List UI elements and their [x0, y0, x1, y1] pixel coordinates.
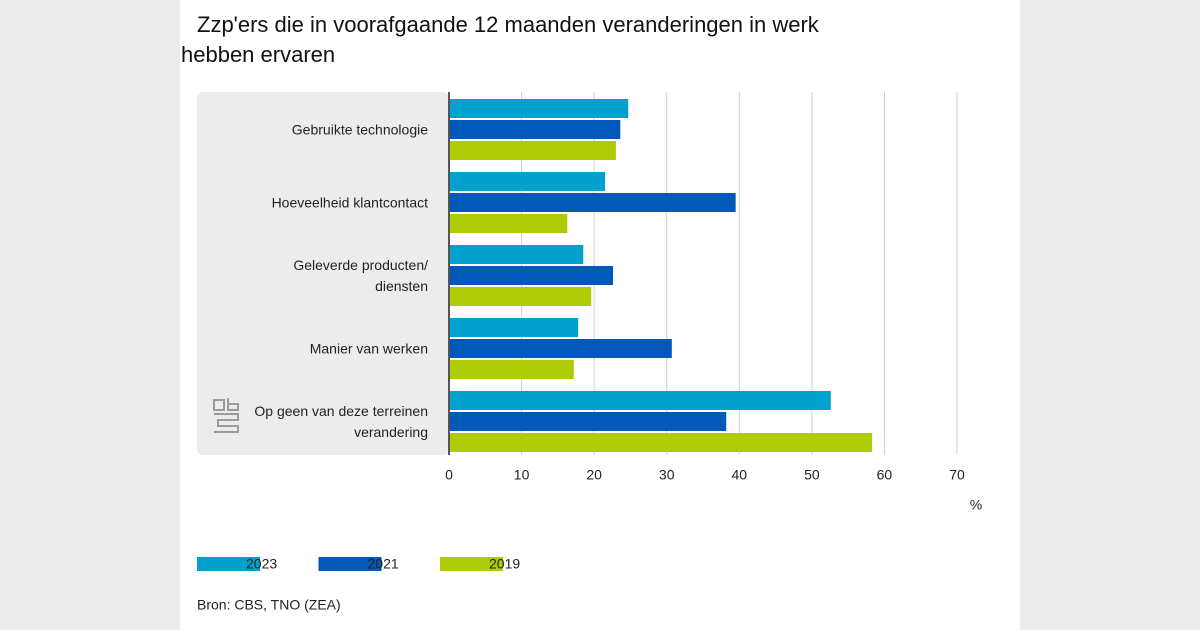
cbs-logo	[213, 398, 239, 433]
legend-swatch	[440, 557, 503, 571]
x-axis-label: %	[970, 497, 982, 513]
y-tick-label: Geleverde producten/ diensten	[293, 256, 428, 294]
legend-label: 2019	[489, 556, 520, 572]
bar	[449, 318, 579, 337]
y-tick-label: Op geen van deze terreinen verandering	[254, 402, 428, 440]
x-tick-label: 50	[804, 467, 820, 483]
y-tick-label: Gebruikte technologie	[291, 121, 428, 137]
bar	[449, 193, 736, 212]
bar	[449, 99, 629, 118]
bar	[449, 120, 621, 139]
source: Bron: CBS, TNO (ZEA)	[197, 597, 341, 613]
bar	[449, 391, 831, 410]
legend-label: 2021	[368, 556, 399, 572]
x-tick-label: 10	[514, 467, 530, 483]
x-tick-label: 30	[659, 467, 675, 483]
y-tick-label: Hoeveelheid klantcontact	[271, 194, 428, 210]
bar	[449, 433, 873, 452]
bar	[449, 287, 592, 306]
legend-swatch	[318, 557, 382, 571]
x-tick-label: 70	[949, 467, 965, 483]
bar	[449, 245, 584, 264]
bar	[449, 172, 606, 191]
bar	[449, 141, 616, 160]
legend-label: 2023	[246, 556, 277, 572]
x-tick-label: 60	[877, 467, 893, 483]
legend-swatch	[197, 557, 260, 571]
bar	[449, 339, 672, 358]
x-tick-label: 40	[731, 467, 747, 483]
label-panel	[197, 92, 449, 455]
bar	[449, 266, 614, 285]
y-tick-label: Manier van werken	[309, 340, 428, 356]
x-tick-label: 0	[445, 467, 453, 483]
chart-title: Zzp'ers die in voorafgaande 12 maanden v…	[181, 12, 819, 67]
bar	[449, 360, 574, 379]
bar	[449, 214, 568, 233]
x-tick-label: 20	[586, 467, 602, 483]
bar	[449, 412, 727, 431]
